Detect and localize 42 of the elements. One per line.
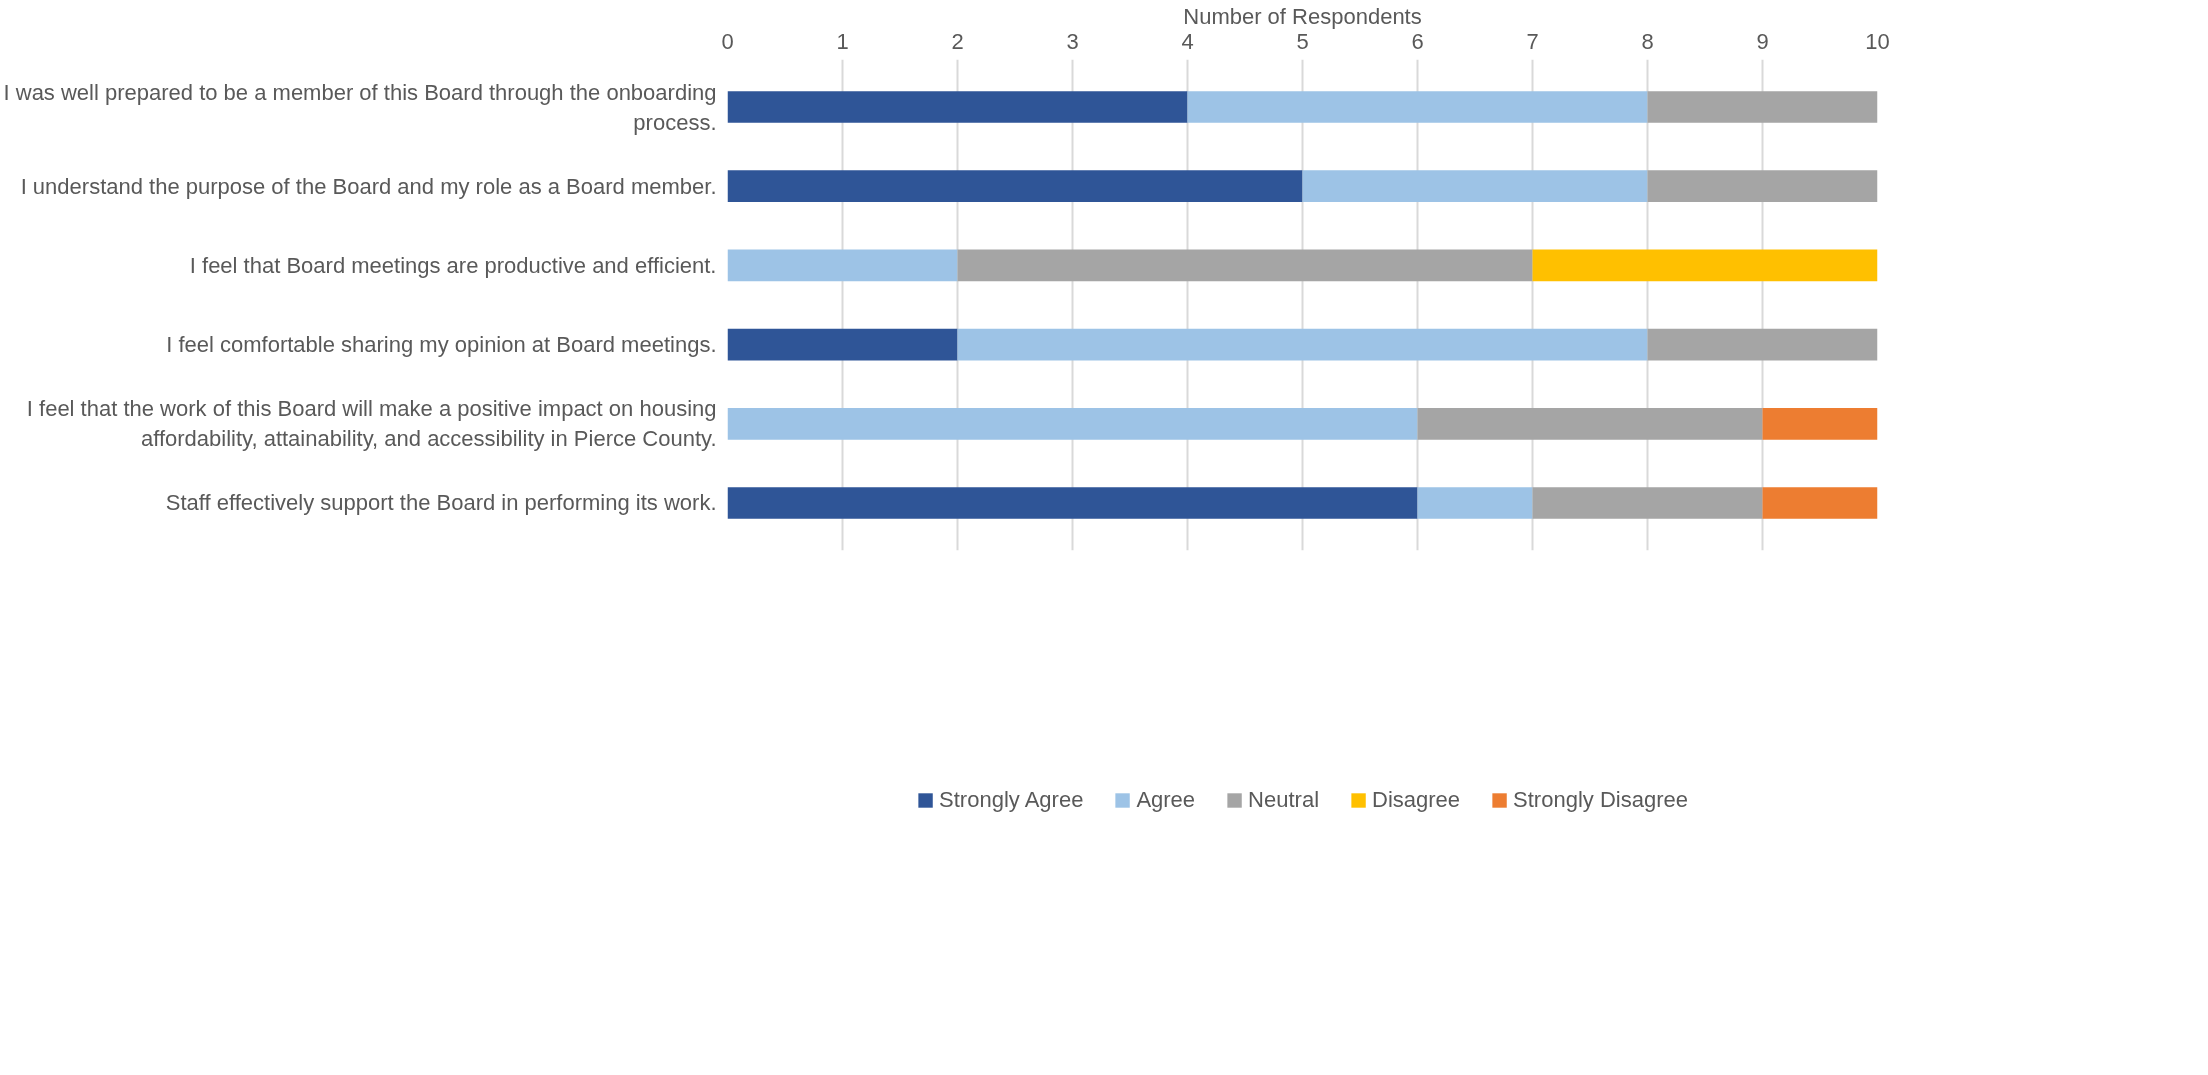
bar — [1762, 487, 1878, 519]
y-tick-label: Staff effectively support the Board in performing its work. — [165, 490, 717, 516]
y-tick-label: I feel that the work of this Board will make a positive impact on housing affordability, attainability, and accessibility in Pierce County. — [26, 396, 717, 452]
x-tick-label: 9 — [1756, 28, 1769, 54]
bar — [1647, 170, 1878, 203]
bar — [727, 249, 958, 282]
x-tick-label: 3 — [1066, 28, 1079, 54]
legend-label: Disagree — [1372, 787, 1461, 813]
bar — [1417, 487, 1533, 519]
y-tick-label: I feel comfortable sharing my opinion at Board meetings. — [166, 332, 717, 358]
bar — [727, 487, 1418, 519]
x-tick-label: 10 — [1865, 28, 1890, 54]
legend-label: Neutral — [1248, 787, 1320, 813]
bar — [727, 91, 1188, 123]
legend-label: Strongly Disagree — [1513, 787, 1688, 813]
bar — [1187, 91, 1648, 123]
x-tick-label: 8 — [1641, 28, 1654, 54]
x-tick-label: 5 — [1296, 28, 1309, 54]
y-tick-label: I was well prepared to be a member of this Board through the onboarding process. — [3, 79, 717, 135]
x-tick-label: 7 — [1526, 28, 1539, 54]
x-tick-label: 6 — [1411, 28, 1424, 54]
bar — [727, 328, 958, 361]
bar — [957, 328, 1648, 361]
x-tick-label: 0 — [721, 28, 734, 54]
x-axis-title: Number of Respondents — [1183, 3, 1422, 29]
bar — [1762, 407, 1878, 440]
x-tick-label: 1 — [836, 28, 849, 54]
bar — [727, 407, 1418, 440]
bar — [957, 249, 1533, 282]
bar — [1417, 407, 1763, 440]
bar — [1302, 170, 1648, 203]
bar — [1647, 328, 1878, 361]
bar — [1647, 91, 1878, 123]
x-tick-label: 2 — [951, 28, 964, 54]
x-tick-label: 4 — [1181, 28, 1194, 54]
bar — [1532, 249, 1878, 282]
legend-label: Agree — [1136, 787, 1196, 813]
legend-label: Strongly Agree — [939, 787, 1084, 813]
y-tick-label: I understand the purpose of the Board and my role as a Board member. — [20, 173, 717, 199]
bar — [1532, 487, 1763, 519]
bar — [727, 170, 1303, 203]
y-tick-label: I feel that Board meetings are productive and efficient. — [189, 252, 717, 278]
